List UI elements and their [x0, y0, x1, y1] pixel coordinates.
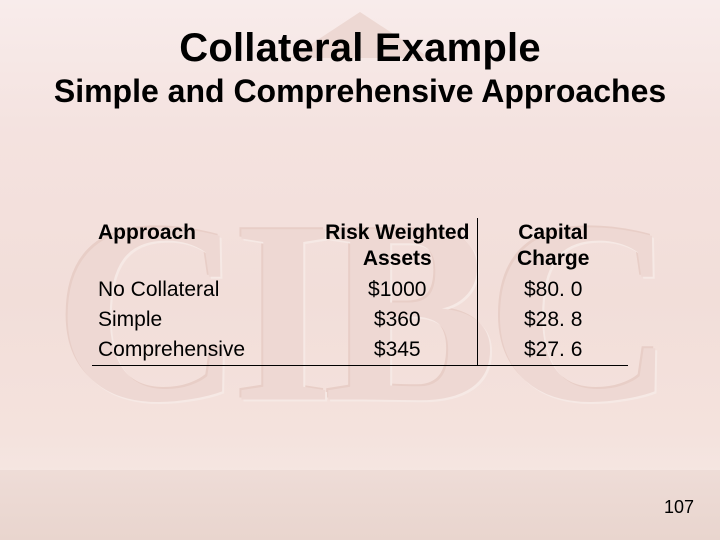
slide-title: Collateral Example: [0, 26, 720, 71]
content: Collateral Example Simple and Comprehens…: [0, 0, 720, 540]
slide-subtitle: Simple and Comprehensive Approaches: [0, 73, 720, 110]
cell-approach: Simple: [92, 305, 317, 335]
page-number: 107: [664, 497, 694, 518]
col-header-capital: Capital Charge: [478, 218, 628, 275]
slide: CIBC Collateral Example Simple and Compr…: [0, 0, 720, 540]
col-header-cap-line2: Charge: [517, 247, 589, 270]
cell-rwa: $360: [317, 305, 478, 335]
table-header-row: Approach Risk Weighted Assets Capital Ch…: [92, 218, 628, 275]
col-header-approach: Approach: [92, 218, 317, 275]
cell-cap: $28. 8: [478, 305, 628, 335]
col-header-rwa-line2: Assets: [363, 247, 432, 270]
cell-approach: Comprehensive: [92, 335, 317, 366]
table-row: Simple $360 $28. 8: [92, 305, 628, 335]
table-row: Comprehensive $345 $27. 6: [92, 335, 628, 366]
col-header-rwa-line1: Risk Weighted: [325, 221, 469, 244]
cell-rwa: $345: [317, 335, 478, 366]
cell-cap: $27. 6: [478, 335, 628, 366]
table-container: Approach Risk Weighted Assets Capital Ch…: [92, 218, 628, 366]
col-header-rwa: Risk Weighted Assets: [317, 218, 478, 275]
table-row: No Collateral $1000 $80. 0: [92, 275, 628, 305]
cell-cap: $80. 0: [478, 275, 628, 305]
col-header-cap-line1: Capital: [518, 221, 588, 244]
cell-rwa: $1000: [317, 275, 478, 305]
cell-approach: No Collateral: [92, 275, 317, 305]
approaches-table: Approach Risk Weighted Assets Capital Ch…: [92, 218, 628, 366]
